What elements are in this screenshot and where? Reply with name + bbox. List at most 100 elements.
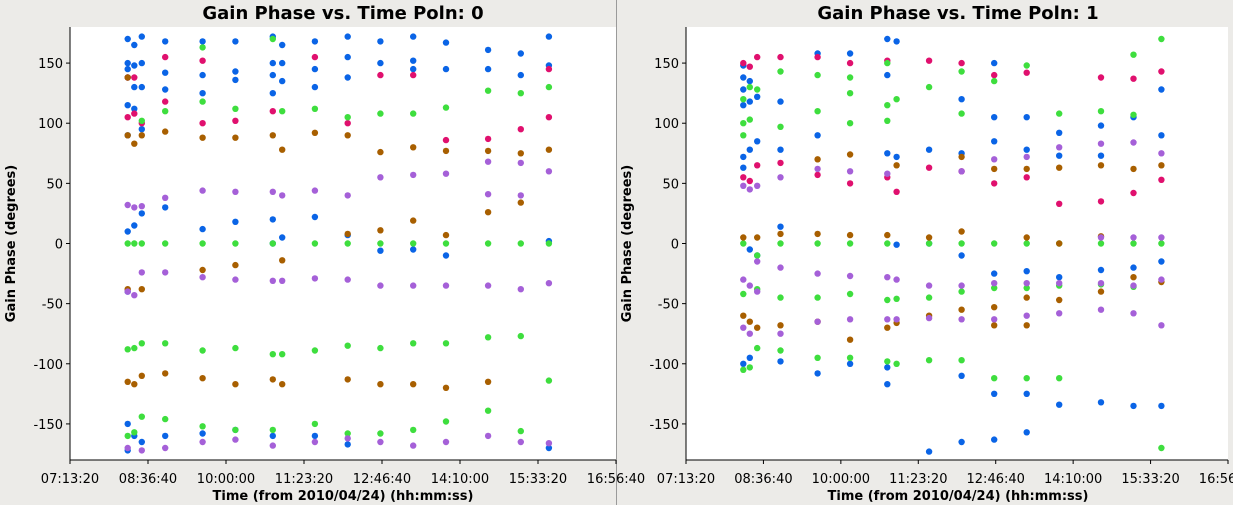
data-point-green — [410, 340, 417, 347]
data-point-green — [740, 366, 747, 373]
data-point-green — [991, 375, 998, 382]
data-point-blue — [1130, 402, 1137, 410]
data-point-blue — [279, 234, 286, 241]
data-point-blue — [442, 65, 450, 73]
data-point-green — [754, 344, 761, 352]
data-point-green — [958, 357, 965, 364]
data-point-blue — [958, 438, 965, 446]
data-point-magenta — [846, 180, 854, 187]
data-point-blue — [754, 93, 761, 101]
data-point-blue — [131, 105, 138, 113]
data-point-green — [884, 296, 891, 304]
data-point-green — [162, 108, 169, 115]
data-point-green — [846, 120, 854, 127]
data-point-green — [199, 347, 206, 354]
data-point-blue — [377, 247, 384, 254]
y-tick-label: -150 — [649, 418, 679, 433]
data-point-purple — [131, 292, 138, 299]
data-point-blue — [740, 164, 747, 171]
data-point-purple — [1130, 139, 1137, 146]
data-point-purple — [269, 277, 276, 284]
data-point-green — [1158, 444, 1165, 452]
x-axis-label: Time (from 2010/04/24) (hh:mm:ss) — [213, 489, 474, 504]
data-point-green — [344, 430, 351, 437]
data-point-brown — [199, 375, 206, 382]
data-point-purple — [442, 282, 450, 289]
data-point-blue — [893, 241, 900, 248]
data-point-green — [814, 240, 821, 247]
data-point-magenta — [740, 59, 747, 67]
data-point-blue — [311, 83, 319, 91]
x-tick-label: 07:13:20 — [41, 472, 99, 487]
data-point-blue — [1023, 114, 1030, 121]
data-point-purple — [1130, 234, 1137, 241]
data-point-brown — [232, 261, 239, 269]
data-point-green — [814, 294, 821, 301]
data-point-green — [846, 90, 854, 97]
data-point-green — [777, 123, 784, 130]
data-point-blue — [1158, 132, 1165, 139]
data-point-green — [410, 426, 417, 434]
data-point-green — [1023, 240, 1030, 247]
data-point-magenta — [344, 120, 351, 127]
data-point-purple — [884, 274, 891, 281]
data-point-purple — [1158, 234, 1165, 241]
data-point-purple — [1158, 150, 1165, 157]
data-point-blue — [777, 223, 784, 230]
data-point-purple — [311, 187, 319, 194]
data-point-green — [484, 407, 492, 414]
data-point-brown — [232, 134, 239, 141]
data-point-green — [814, 71, 821, 79]
data-point-blue — [131, 62, 138, 69]
x-tick-label: 08:36:40 — [119, 472, 177, 487]
data-point-green — [162, 340, 169, 347]
data-point-green — [884, 240, 891, 247]
data-point-purple — [545, 280, 553, 287]
data-point-brown — [484, 378, 492, 385]
data-point-magenta — [777, 159, 784, 167]
data-point-brown — [131, 140, 138, 147]
data-point-brown — [377, 227, 384, 234]
data-point-green — [279, 351, 286, 358]
data-point-green — [138, 117, 145, 125]
x-tick-label: 15:33:20 — [509, 472, 567, 487]
data-point-blue — [1056, 274, 1063, 281]
data-point-green — [1158, 35, 1165, 43]
data-point-brown — [814, 230, 821, 238]
data-point-purple — [1023, 153, 1030, 161]
data-point-blue — [410, 246, 417, 253]
x-tick-label: 11:23:20 — [889, 472, 947, 487]
data-point-blue — [991, 138, 998, 145]
data-point-green — [958, 288, 965, 295]
data-point-magenta — [232, 117, 239, 125]
data-point-magenta — [991, 180, 998, 187]
data-point-purple — [484, 282, 492, 289]
data-point-magenta — [754, 162, 761, 169]
data-point-green — [124, 346, 131, 353]
data-point-green — [777, 240, 784, 247]
data-point-purple — [1097, 140, 1105, 147]
data-point-green — [377, 240, 384, 247]
data-point-green — [484, 87, 492, 94]
data-point-green — [846, 354, 854, 361]
data-point-brown — [740, 312, 747, 319]
x-tick-label: 10:00:00 — [197, 472, 255, 487]
data-point-green — [740, 96, 747, 103]
data-point-green — [131, 344, 138, 352]
data-point-green — [199, 240, 206, 247]
data-point-purple — [1130, 282, 1137, 289]
data-point-brown — [893, 162, 900, 169]
data-point-brown — [279, 146, 286, 153]
data-point-blue — [740, 360, 747, 367]
plot-area — [686, 27, 1228, 460]
data-point-purple — [754, 182, 761, 189]
data-point-purple — [138, 269, 145, 276]
data-point-brown — [1056, 296, 1063, 304]
data-point-blue — [484, 65, 492, 73]
data-point-magenta — [1023, 69, 1030, 76]
data-point-blue — [269, 59, 276, 67]
data-point-green — [232, 240, 239, 247]
data-point-blue — [199, 225, 206, 233]
data-point-green — [1097, 240, 1105, 247]
data-point-purple — [124, 201, 131, 209]
